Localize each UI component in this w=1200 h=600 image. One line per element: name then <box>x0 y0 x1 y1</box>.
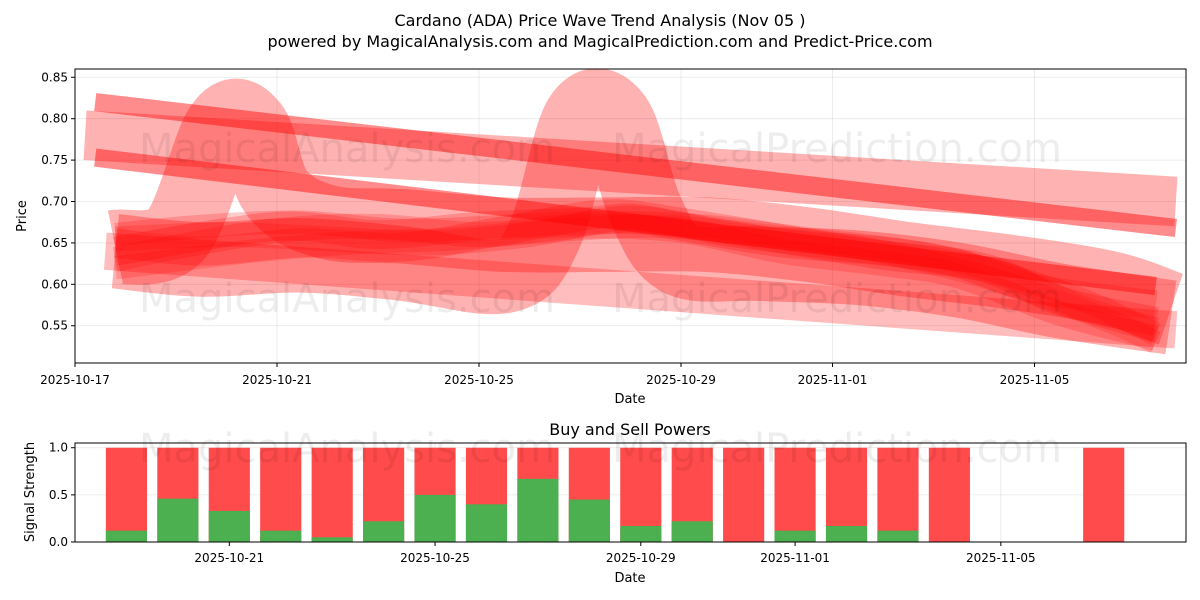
buy-bar-2025-10-20 <box>157 498 199 542</box>
price-x-tick-label: 2025-11-01 <box>798 373 868 387</box>
buy-bar-2025-10-23 <box>311 537 353 542</box>
buy-bar-2025-10-21 <box>208 510 250 542</box>
price-x-tick-label: 2025-10-25 <box>444 373 514 387</box>
price-x-ticks: 2025-10-17 2025-10-21 2025-10-25 2025-10-29… <box>40 363 1069 387</box>
buy-sell-y-tick-label: 1.0 <box>49 441 68 455</box>
price-y-tick-label: 0.70 <box>41 195 68 209</box>
buy-sell-title: Buy and Sell Powers <box>549 420 711 439</box>
buy-sell-y-tick-label: 0.0 <box>49 535 68 549</box>
price-y-tick-label: 0.60 <box>41 277 68 291</box>
chart-subtitle: powered by MagicalAnalysis.com and Magic… <box>267 32 932 51</box>
price-series-wave-ribbon-2 <box>113 199 1159 336</box>
price-x-axis-label: Date <box>614 392 645 407</box>
buy-sell-y-ticks: 0.0 0.5 1.0 <box>49 441 75 549</box>
buy-bar-2025-10-19 <box>105 530 148 542</box>
price-series-wave-ribbon-1 <box>113 203 1158 320</box>
price-grid <box>74 69 1186 363</box>
buy-bar-2025-10-27 <box>517 478 559 542</box>
price-x-tick-label: 2025-11-05 <box>1000 373 1070 387</box>
price-series-wave-ribbon-5 <box>114 210 1161 345</box>
sell-bar-2025-10-31 <box>723 447 765 542</box>
watermark-analysis-middle: MagicalAnalysis.com <box>139 276 555 322</box>
buy-bar-2025-10-29 <box>620 525 662 542</box>
price-panel: MagicalAnalysis.com MagicalPrediction.co… <box>15 68 1187 407</box>
price-series-wave-peak-1 <box>107 78 1184 345</box>
sell-bar-2025-10-23 <box>311 447 353 542</box>
price-y-axis-label: Price <box>15 200 30 232</box>
buy-bar-2025-10-28 <box>568 499 610 542</box>
buy-bar-2025-11-02 <box>825 525 868 542</box>
buy-sell-y-axis-label: Signal Strength <box>23 442 38 542</box>
watermark-prediction-top: MagicalPrediction.com <box>612 126 1062 172</box>
price-series-lower-trend-band <box>103 232 1178 349</box>
price-series-wave-ribbon-6 <box>114 214 1161 353</box>
buy-sell-panel: Buy and Sell Powers MagicalAnalysis.com … <box>23 420 1187 586</box>
buy-sell-x-tick-label: 2025-10-25 <box>400 551 470 565</box>
price-series-upper-trend-band <box>83 110 1178 227</box>
price-series-wave-ribbon-3 <box>114 205 1160 342</box>
buy-sell-x-tick-label: 2025-10-21 <box>194 551 264 565</box>
price-series-wave-peak-2 <box>111 68 1177 355</box>
sell-bar-2025-10-19 <box>105 447 148 542</box>
buy-bar-2025-10-22 <box>260 530 302 542</box>
price-series-wave-ribbon-4 <box>112 213 1159 351</box>
price-x-tick-label: 2025-10-17 <box>40 373 110 387</box>
price-x-tick-label: 2025-10-29 <box>646 373 716 387</box>
buy-sell-x-axis-label: Date <box>614 571 645 586</box>
buy-sell-axes-frame <box>74 442 1187 543</box>
buy-bar-2025-10-25 <box>414 494 456 542</box>
buy-sell-x-ticks: 2025-10-21 2025-10-25 2025-10-29 2025-11-01… <box>194 542 1036 565</box>
buy-sell-x-tick-label: 2025-11-05 <box>966 551 1036 565</box>
buy-bar-2025-10-24 <box>363 521 405 542</box>
watermark-prediction-middle: MagicalPrediction.com <box>612 276 1062 322</box>
sell-bar-2025-11-07 <box>1083 447 1125 542</box>
buy-bar-2025-10-30 <box>671 521 713 542</box>
price-y-ticks: 0.55 0.60 0.65 0.70 0.75 0.80 0.85 <box>41 70 75 333</box>
price-y-tick-label: 0.80 <box>41 112 68 126</box>
price-wave-series <box>83 68 1184 355</box>
buy-sell-bars <box>105 447 1125 542</box>
sell-bar-2025-10-22 <box>260 447 302 542</box>
price-series-upper-trend-line <box>94 93 1177 238</box>
buy-bar-2025-11-01 <box>774 530 816 542</box>
buy-bar-2025-11-03 <box>877 530 919 542</box>
price-x-tick-label: 2025-10-21 <box>242 373 312 387</box>
watermark-analysis-top: MagicalAnalysis.com <box>139 126 555 172</box>
buy-bar-2025-10-26 <box>465 504 508 542</box>
price-y-tick-label: 0.85 <box>41 70 68 84</box>
buy-sell-y-tick-label: 0.5 <box>49 488 68 502</box>
buy-sell-x-tick-label: 2025-11-01 <box>760 551 830 565</box>
price-y-tick-label: 0.65 <box>41 236 68 250</box>
sell-bar-2025-11-03 <box>877 447 919 542</box>
watermark-prediction-bottom: MagicalPrediction.com <box>612 426 1062 472</box>
price-y-tick-label: 0.75 <box>41 153 68 167</box>
sell-bar-2025-11-01 <box>774 447 816 542</box>
chart-title: Cardano (ADA) Price Wave Trend Analysis … <box>395 11 806 30</box>
price-axes-frame <box>74 68 1187 364</box>
price-y-tick-label: 0.55 <box>41 319 68 333</box>
price-series-middle-trend-line <box>94 148 1157 296</box>
sell-bar-2025-11-04 <box>928 447 970 542</box>
buy-sell-x-tick-label: 2025-10-29 <box>606 551 676 565</box>
watermark-analysis-bottom: MagicalAnalysis.com <box>139 426 555 472</box>
